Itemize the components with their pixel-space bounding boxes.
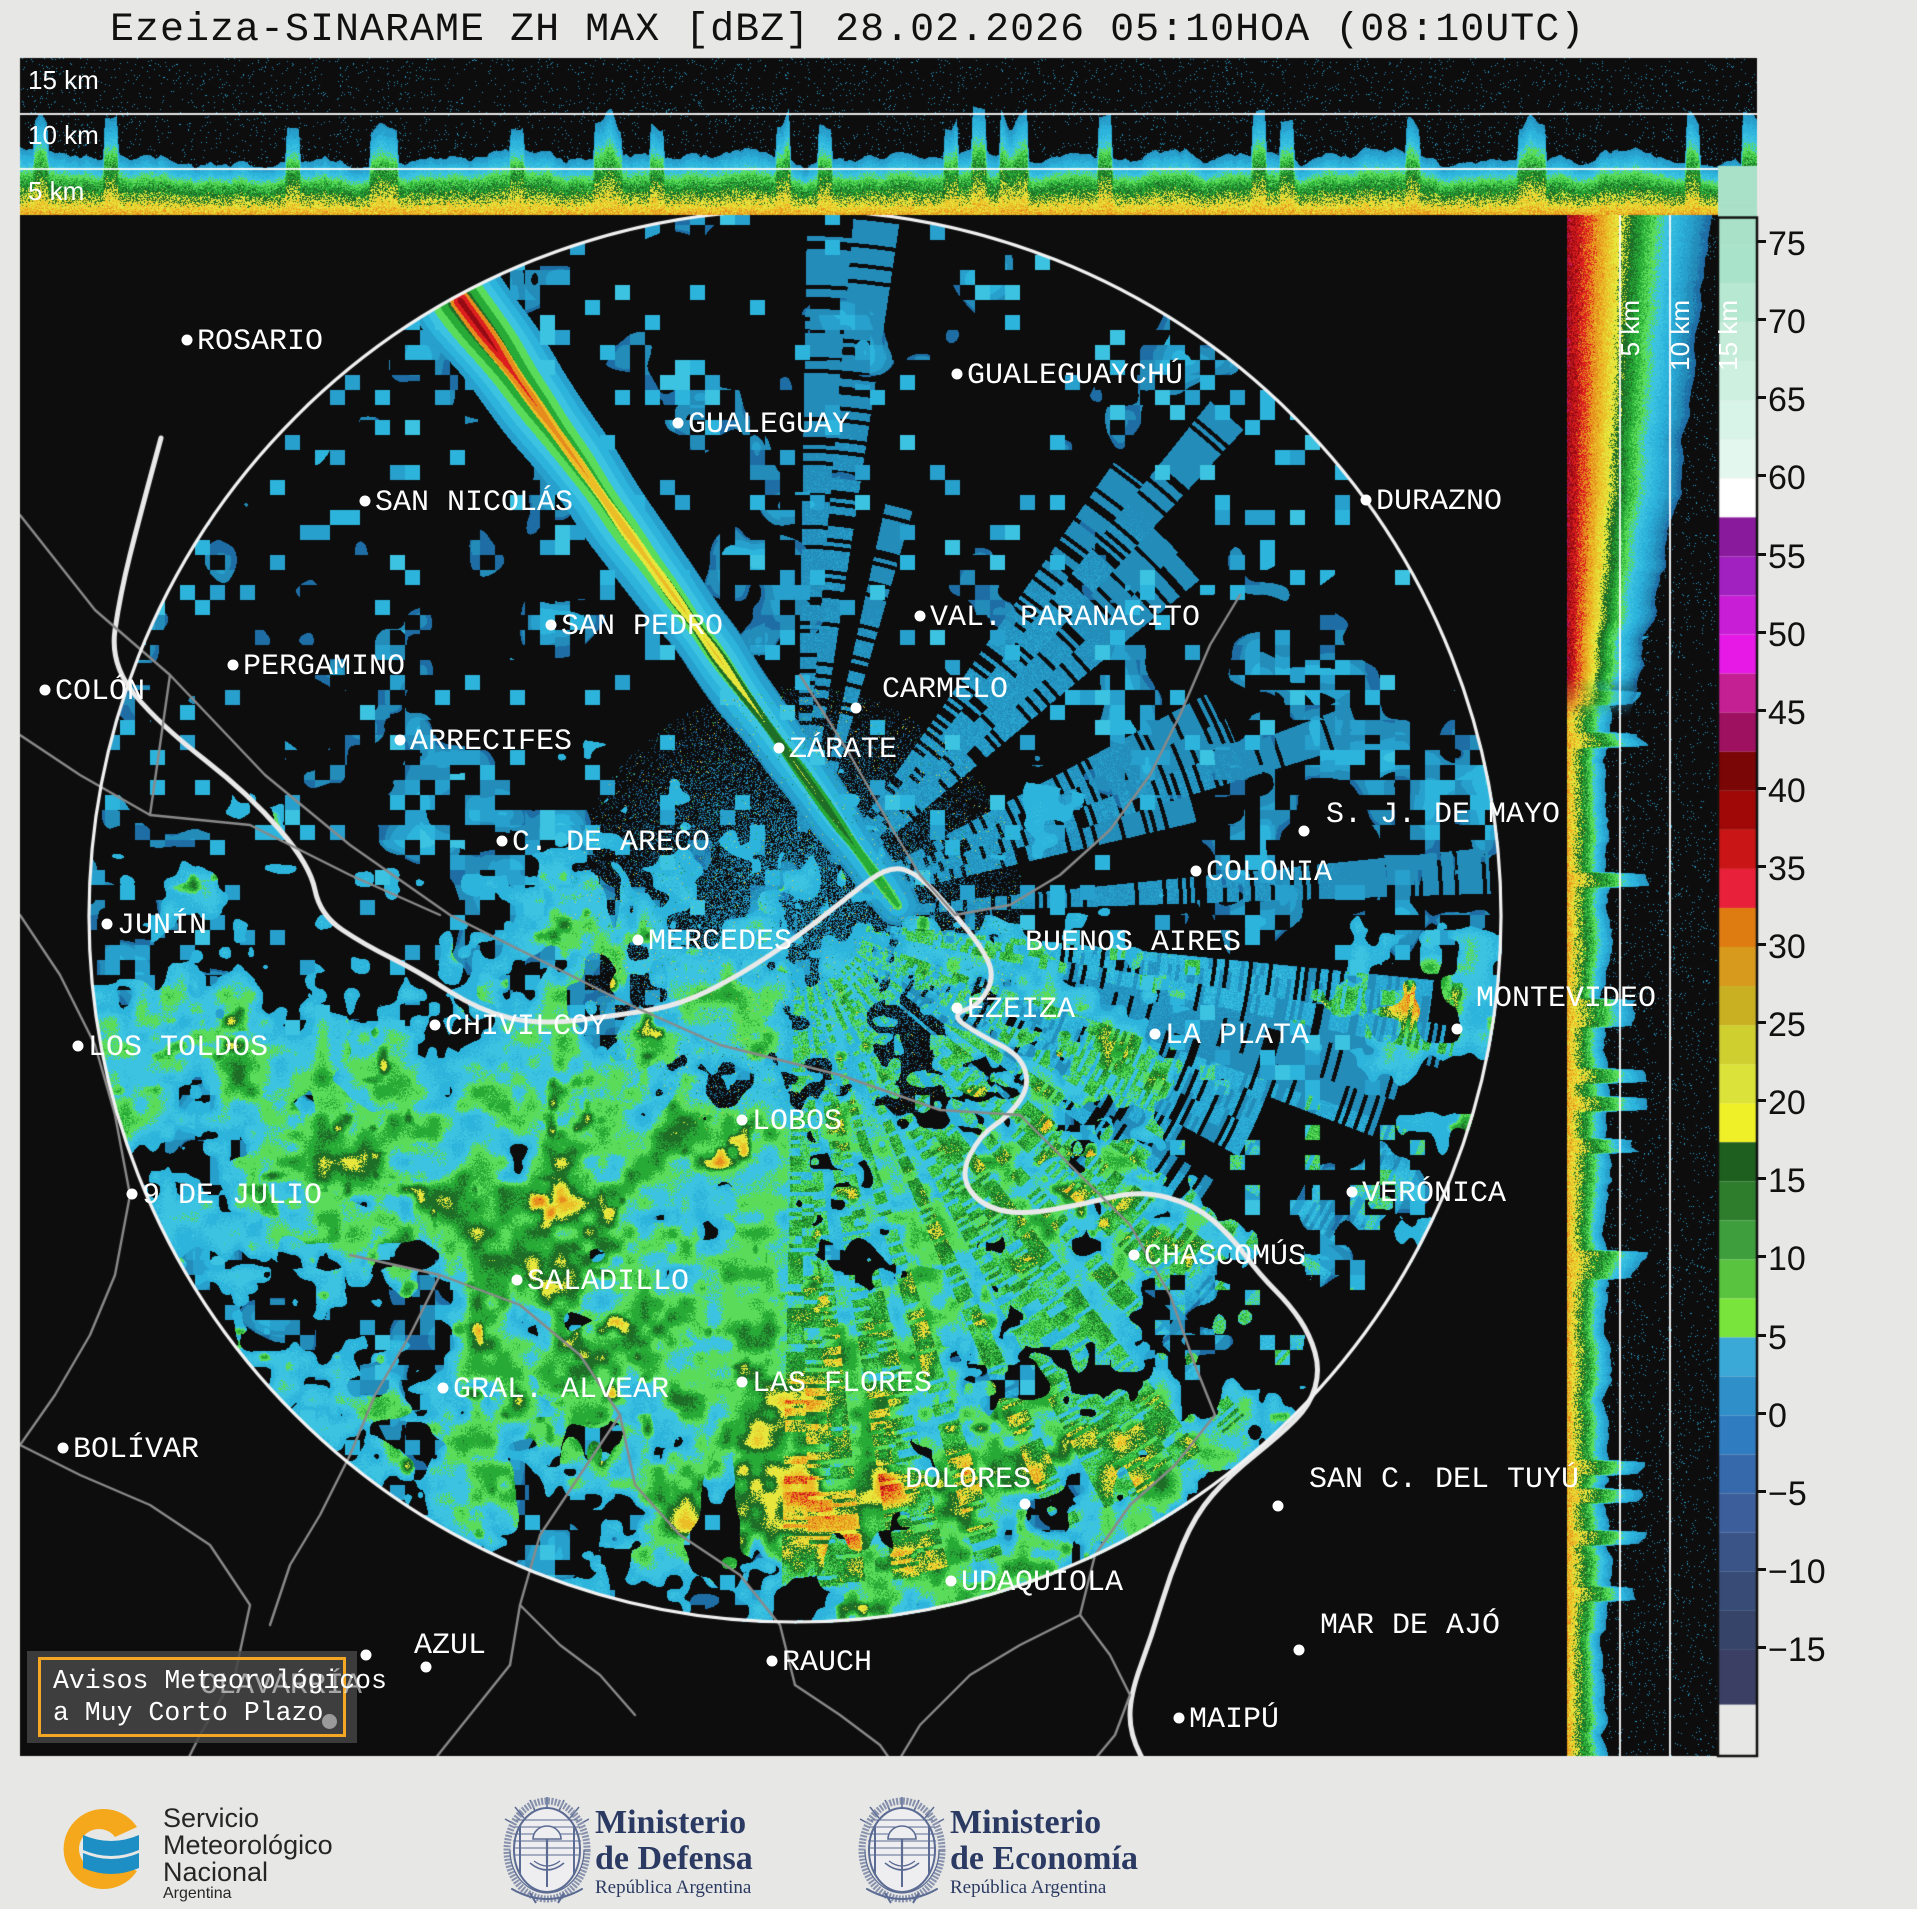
svg-text:de Economía: de Economía [950,1840,1138,1877]
svg-text:Ministerio: Ministerio [595,1804,746,1841]
svg-text:Ministerio: Ministerio [950,1804,1101,1841]
svg-text:Meteorológico: Meteorológico [163,1830,333,1860]
svg-text:Nacional: Nacional [163,1857,268,1887]
svg-text:República Argentina: República Argentina [595,1877,752,1898]
svg-text:Argentina: Argentina [163,1885,232,1902]
svg-text:Servicio: Servicio [163,1803,259,1833]
svg-text:de Defensa: de Defensa [595,1840,753,1877]
svg-text:República Argentina: República Argentina [950,1877,1107,1898]
